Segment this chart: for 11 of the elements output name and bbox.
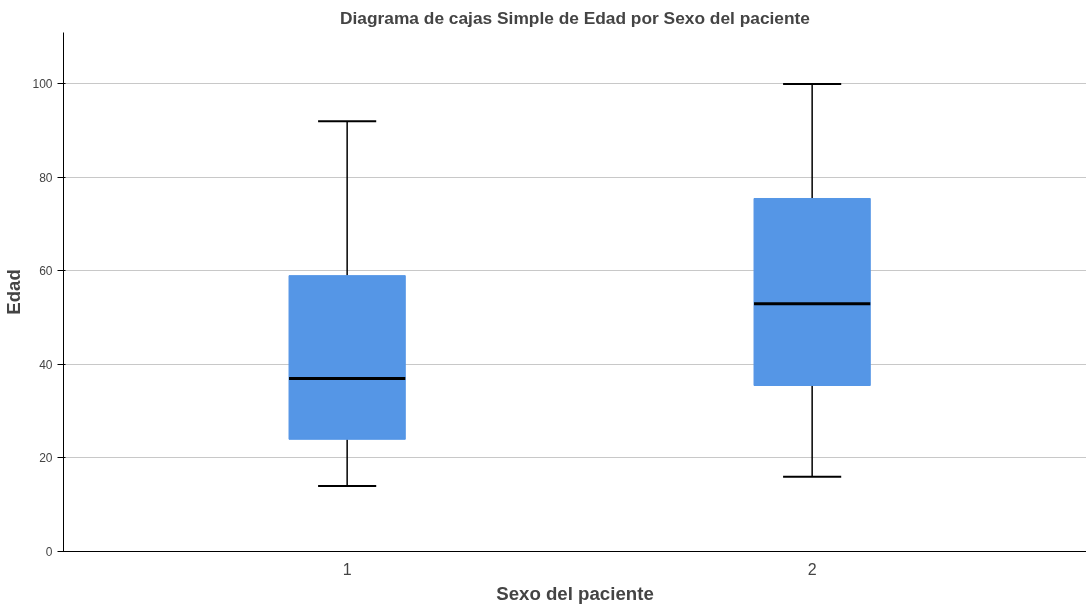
y-tick-label: 100 [32, 77, 53, 92]
x-tick-label: 2 [807, 560, 817, 578]
chart-title: Diagrama de cajas Simple de Edad por Sexo del paciente [340, 7, 811, 28]
y-tick-label: 60 [39, 264, 53, 279]
y-tick-label: 40 [39, 357, 53, 372]
y-tick-label: 0 [45, 545, 53, 559]
x-axis-title: Sexo del paciente [496, 582, 654, 604]
y-axis-title: Edad [3, 269, 25, 315]
x-tick-label: 1 [342, 560, 352, 578]
y-tick-label: 20 [39, 451, 53, 466]
y-tick-label: 80 [39, 170, 53, 185]
